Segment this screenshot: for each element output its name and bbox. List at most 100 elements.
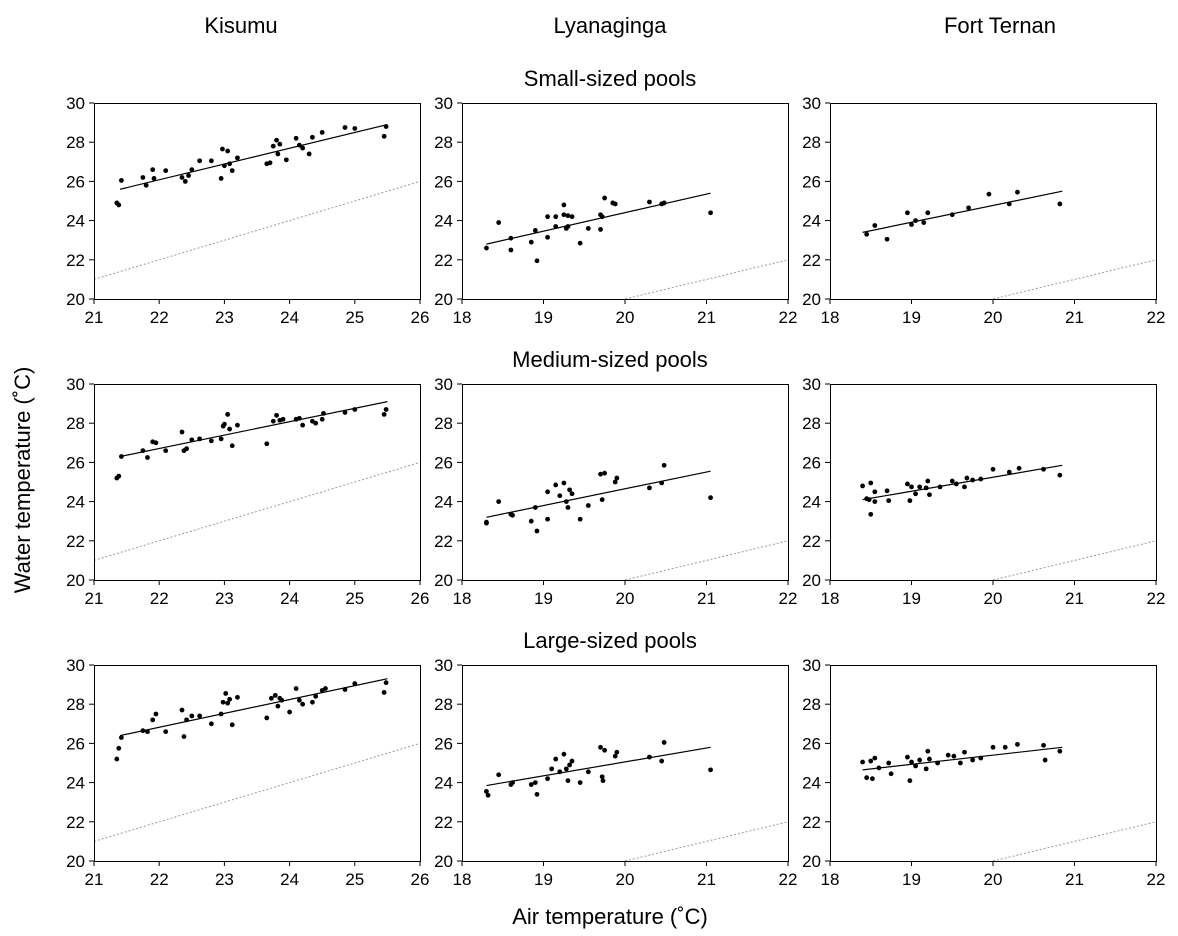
data-point (181, 734, 187, 739)
y-tick-label: 30 (802, 656, 821, 675)
data-point (1057, 201, 1063, 207)
y-tick-label: 22 (66, 532, 85, 551)
data-point (1016, 465, 1022, 471)
plot-frame (462, 665, 789, 862)
data-point (383, 124, 389, 129)
data-point (300, 422, 306, 428)
plot-frame (94, 103, 421, 300)
x-tick-label: 19 (534, 870, 553, 889)
panel-kisumu-medium: 21 22 23 24 25 26 20 22 24 26 28 30 (66, 375, 429, 608)
data-point (1042, 757, 1048, 763)
data-point (612, 201, 618, 207)
data-point (1041, 742, 1046, 748)
y-tick-label: 26 (802, 453, 821, 472)
data-point (565, 213, 571, 219)
panel-lyanaginga-large: 18 19 20 21 22 20 22 24 26 28 30 (434, 656, 797, 889)
data-point (163, 729, 169, 735)
data-point (229, 443, 235, 449)
data-point (197, 713, 203, 719)
x-tick-label: 22 (150, 589, 169, 608)
x-tick-label: 25 (345, 308, 364, 327)
y-tick-label: 22 (434, 532, 453, 551)
data-point (218, 436, 224, 442)
data-point (909, 484, 914, 490)
x-tick-label: 24 (280, 589, 299, 608)
fit-line (119, 678, 388, 737)
data-point (953, 481, 959, 487)
data-point (925, 210, 931, 216)
y-tick-label: 20 (434, 571, 453, 590)
plot-frame (462, 384, 789, 581)
data-point (986, 191, 992, 197)
data-point (287, 709, 292, 715)
plot-frame (94, 384, 421, 581)
data-point (508, 235, 514, 241)
x-tick-label: 21 (85, 308, 104, 327)
y-tick-label: 22 (434, 251, 453, 270)
data-point (907, 778, 913, 784)
data-point (208, 721, 214, 727)
data-point (553, 482, 559, 488)
data-point (612, 479, 618, 485)
data-point (868, 511, 874, 517)
data-point (274, 412, 279, 418)
row-title-large-pools: Large-sized pools (523, 628, 697, 653)
row-title-medium-pools: Medium-sized pools (512, 347, 708, 372)
reference-line (624, 259, 788, 299)
x-tick-label: 20 (616, 870, 635, 889)
fit-line (486, 746, 711, 787)
data-point (565, 224, 571, 229)
data-point (612, 753, 618, 759)
x-tick-label: 19 (902, 589, 921, 608)
y-axis-title: Water temperature (˚C) (10, 367, 35, 594)
data-point (569, 758, 575, 764)
data-point (528, 782, 534, 787)
data-point (585, 503, 591, 508)
plot-frame (830, 665, 1157, 862)
data-point (534, 528, 540, 534)
data-point (310, 134, 315, 140)
data-point (208, 158, 214, 164)
plot-frame (830, 103, 1157, 300)
data-point (866, 497, 872, 503)
data-point (143, 182, 149, 188)
data-point (300, 701, 306, 707)
data-point (508, 247, 514, 253)
data-point (545, 776, 550, 782)
panel-kisumu-large: 21 22 23 24 25 26 20 22 24 26 28 30 (66, 656, 429, 889)
column-title-fort-ternan: Fort Ternan (944, 13, 1056, 38)
data-point (927, 492, 932, 498)
fit-line (119, 401, 388, 458)
data-point (860, 483, 865, 489)
data-point (140, 728, 146, 734)
reference-line (992, 540, 1156, 580)
data-point (598, 471, 603, 477)
data-point (150, 717, 156, 723)
data-point (876, 765, 882, 771)
data-point (484, 519, 489, 525)
data-point (313, 420, 319, 426)
data-point (319, 130, 325, 135)
y-tick-label: 30 (802, 94, 821, 113)
y-tick-label: 28 (802, 133, 821, 152)
y-tick-label: 30 (434, 656, 453, 675)
x-tick-label: 19 (534, 589, 553, 608)
data-point (990, 466, 996, 472)
data-point (163, 168, 169, 174)
data-point (510, 780, 515, 785)
data-point (921, 220, 927, 225)
fit-line (119, 123, 388, 190)
data-point (913, 218, 918, 224)
x-tick-label: 18 (821, 589, 840, 608)
data-point (150, 167, 156, 173)
data-point (235, 694, 240, 700)
y-tick-label: 24 (434, 212, 453, 231)
data-point (561, 480, 567, 486)
data-point (949, 212, 955, 218)
data-point (970, 757, 976, 763)
y-tick-label: 26 (66, 734, 85, 753)
y-tick-label: 20 (802, 852, 821, 871)
data-point (978, 755, 984, 761)
x-tick-label: 22 (150, 870, 169, 889)
y-tick-label: 20 (802, 290, 821, 309)
